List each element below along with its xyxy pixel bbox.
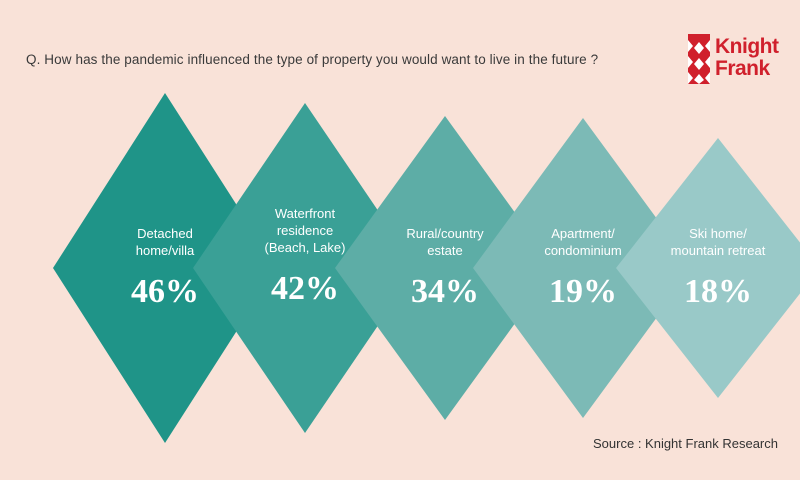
logo-wordmark: Knight Frank bbox=[715, 35, 779, 80]
category-label: residence bbox=[277, 223, 333, 238]
diamond-shape bbox=[616, 138, 800, 398]
knight-frank-logo: Knight Frank bbox=[688, 34, 779, 84]
diamond-2: Waterfront residence (Beach, Lake) 42% bbox=[193, 103, 417, 433]
value-label: 46% bbox=[131, 273, 199, 310]
diamond-shape bbox=[473, 118, 693, 418]
diamond-3: Rural/country estate 34% bbox=[335, 116, 555, 420]
diamond-shape bbox=[53, 93, 277, 443]
category-label: (Beach, Lake) bbox=[265, 240, 346, 255]
diamond-shape bbox=[335, 116, 555, 420]
value-label: 34% bbox=[411, 273, 479, 310]
diamond-5: Ski home/mountain retreat 18% bbox=[616, 138, 800, 398]
diamond-4: Apartment/condominium 19% bbox=[473, 118, 693, 418]
logo-mark-icon bbox=[688, 34, 710, 84]
category-label: mountain retreat bbox=[671, 243, 766, 258]
category-label: Waterfront bbox=[275, 206, 336, 221]
category-label: estate bbox=[427, 243, 462, 258]
category-label: Detached bbox=[137, 226, 193, 241]
category-label: condominium bbox=[544, 243, 621, 258]
source-note: Source : Knight Frank Research bbox=[593, 436, 778, 451]
diamond-1: Detached home/villa 46% bbox=[53, 93, 277, 443]
category-label: home/villa bbox=[136, 243, 195, 258]
survey-question: Q. How has the pandemic influenced the t… bbox=[26, 52, 599, 67]
logo-line-2: Frank bbox=[715, 57, 770, 80]
category-label: Apartment/ bbox=[551, 226, 615, 241]
category-label: Ski home/ bbox=[689, 226, 747, 241]
category-label: Rural/country bbox=[406, 226, 484, 241]
logo-line-1: Knight bbox=[715, 35, 779, 58]
value-label: 42% bbox=[271, 270, 339, 307]
value-label: 18% bbox=[684, 273, 752, 310]
diamond-shape bbox=[193, 103, 417, 433]
value-label: 19% bbox=[549, 273, 617, 310]
